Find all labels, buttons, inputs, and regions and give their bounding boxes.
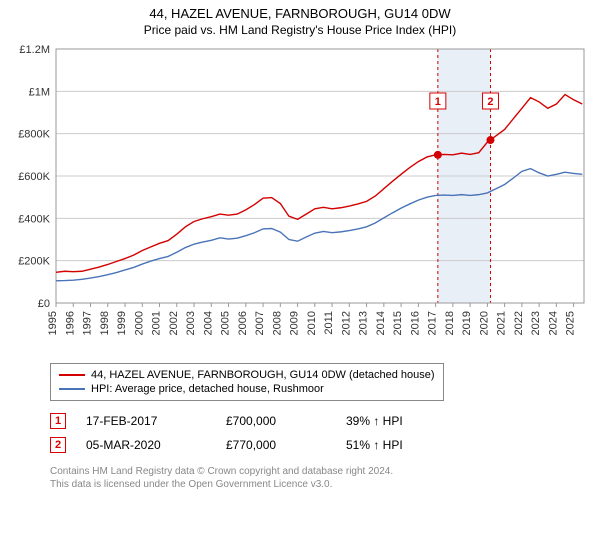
- event-price: £770,000: [226, 438, 326, 452]
- x-axis-label: 2004: [202, 311, 214, 335]
- chart-title: 44, HAZEL AVENUE, FARNBOROUGH, GU14 0DW: [10, 6, 590, 21]
- legend-swatch: [59, 388, 85, 390]
- x-axis-label: 2010: [306, 311, 318, 335]
- x-axis-label: 2017: [427, 311, 439, 335]
- x-axis-label: 2013: [358, 311, 370, 335]
- x-axis-label: 2000: [133, 311, 145, 335]
- y-axis-label: £0: [38, 298, 50, 310]
- y-axis-label: £1.2M: [19, 44, 50, 56]
- footnote-line: This data is licensed under the Open Gov…: [50, 478, 590, 491]
- event-row: 2 05-MAR-2020 £770,000 51% ↑ HPI: [50, 433, 590, 457]
- legend-label: HPI: Average price, detached house, Rush…: [91, 383, 324, 395]
- event-marker: [486, 136, 494, 144]
- x-axis-label: 2023: [530, 311, 542, 335]
- event-badge-label: 2: [487, 96, 493, 108]
- x-axis-label: 2002: [168, 311, 180, 335]
- x-axis-label: 2007: [254, 311, 266, 335]
- x-axis-label: 2001: [151, 311, 163, 335]
- event-marker: [434, 151, 442, 159]
- x-axis-label: 2005: [220, 311, 232, 335]
- event-badge: 1: [50, 413, 66, 429]
- chart-container: 44, HAZEL AVENUE, FARNBOROUGH, GU14 0DW …: [0, 0, 600, 499]
- y-axis-label: £200K: [18, 256, 50, 268]
- chart-plot-area: £0 £200K £400K £600K £800K £1M £1.2M 1 2 1995 1996…: [10, 43, 590, 353]
- event-badge: 2: [50, 437, 66, 453]
- event-price: £700,000: [226, 414, 326, 428]
- x-axis-label: 2012: [340, 311, 352, 335]
- event-row: 1 17-FEB-2017 £700,000 39% ↑ HPI: [50, 409, 590, 433]
- x-axis-label: 2018: [444, 311, 456, 335]
- legend-item: HPI: Average price, detached house, Rush…: [59, 382, 435, 396]
- y-axis-label: £600K: [18, 171, 50, 183]
- x-axis-label: 1996: [64, 311, 76, 335]
- footnote-line: Contains HM Land Registry data © Crown c…: [50, 465, 590, 478]
- y-axis-label: £1M: [29, 86, 50, 98]
- x-axis-label: 2006: [237, 311, 249, 335]
- event-list: 1 17-FEB-2017 £700,000 39% ↑ HPI 2 05-MAR-202…: [50, 409, 590, 457]
- event-badge-label: 1: [435, 96, 441, 108]
- y-axis-label: £800K: [18, 129, 50, 141]
- y-axis-label: £400K: [18, 213, 50, 225]
- x-axis-label: 1999: [116, 311, 128, 335]
- x-axis-label: 2015: [392, 311, 404, 335]
- x-axis-label: 2021: [496, 311, 508, 335]
- chart-subtitle: Price paid vs. HM Land Registry's House …: [10, 23, 590, 37]
- x-axis-label: 2011: [323, 311, 335, 335]
- event-pct: 51% ↑ HPI: [346, 438, 446, 452]
- x-axis-label: 2003: [185, 311, 197, 335]
- x-axis-label: 2022: [513, 311, 525, 335]
- x-axis-label: 1995: [47, 311, 59, 335]
- event-date: 17-FEB-2017: [86, 414, 206, 428]
- legend-label: 44, HAZEL AVENUE, FARNBOROUGH, GU14 0DW …: [91, 369, 435, 381]
- x-axis-label: 1998: [99, 311, 111, 335]
- x-axis-label: 2014: [375, 311, 387, 335]
- footnote: Contains HM Land Registry data © Crown c…: [50, 465, 590, 491]
- series-line: [56, 95, 582, 273]
- event-pct: 39% ↑ HPI: [346, 414, 446, 428]
- x-axis-label: 2016: [409, 311, 421, 335]
- line-chart-svg: £0 £200K £400K £600K £800K £1M £1.2M 1 2 1995 1996…: [10, 43, 590, 353]
- x-axis-label: 2019: [461, 311, 473, 335]
- x-axis-label: 2009: [289, 311, 301, 335]
- event-date: 05-MAR-2020: [86, 438, 206, 452]
- x-axis-label: 2025: [565, 311, 577, 335]
- series-line: [56, 169, 582, 281]
- x-axis-label: 2020: [478, 311, 490, 335]
- legend: 44, HAZEL AVENUE, FARNBOROUGH, GU14 0DW …: [50, 363, 444, 401]
- legend-item: 44, HAZEL AVENUE, FARNBOROUGH, GU14 0DW …: [59, 368, 435, 382]
- x-axis-label: 1997: [82, 311, 94, 335]
- x-axis-label: 2008: [271, 311, 283, 335]
- legend-swatch: [59, 374, 85, 376]
- x-axis-label: 2024: [547, 311, 559, 335]
